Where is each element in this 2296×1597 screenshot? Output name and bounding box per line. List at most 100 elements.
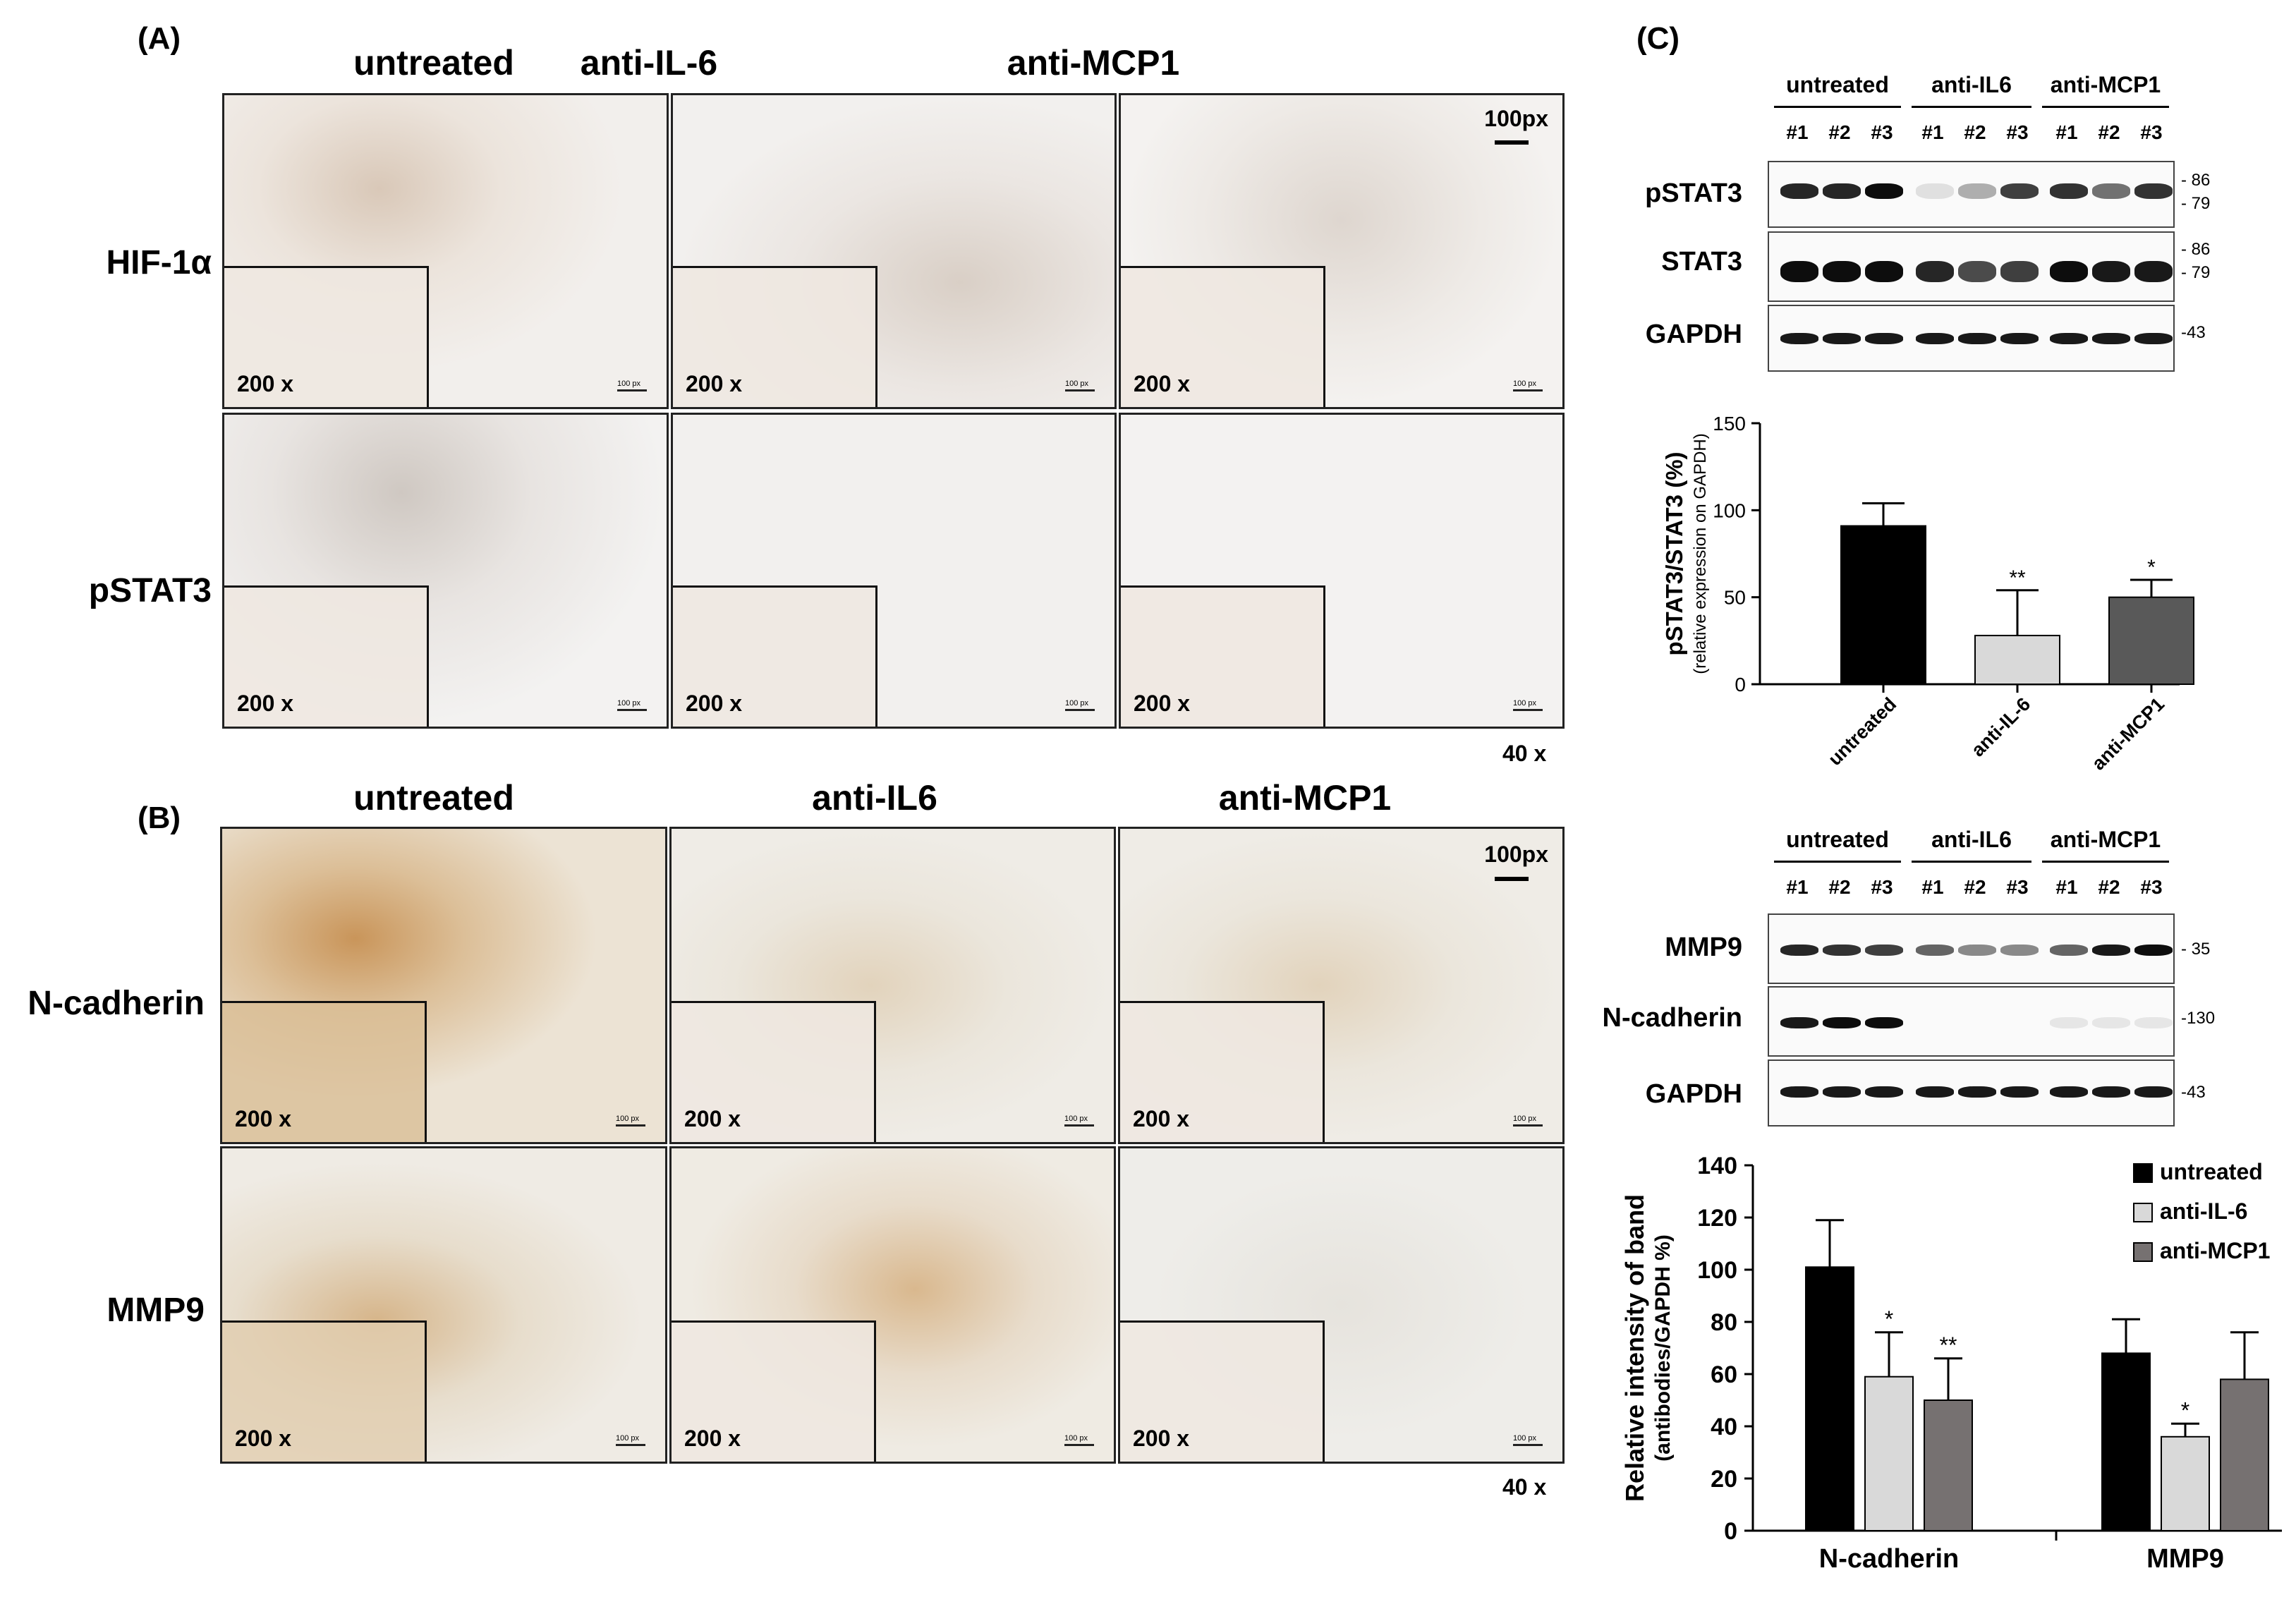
micro-scale: 100 px	[1513, 379, 1543, 391]
bar	[1864, 1376, 1914, 1532]
micro-scale: 100 px	[617, 699, 647, 711]
blot-band	[1916, 183, 1954, 199]
lane-label: #2	[1964, 876, 1986, 898]
panel-a-row-pstat3: pSTAT3	[88, 572, 212, 609]
micrograph-ncadherin-anti-mcp1: 100px 200 x 100 px	[1118, 827, 1565, 1144]
lane-label: #1	[1786, 121, 1809, 143]
micro-scale: 100 px	[616, 1115, 645, 1127]
micrograph-ncadherin-anti-il6: 200 x 100 px	[669, 827, 1116, 1144]
blot-band	[2000, 333, 2039, 344]
panel-a-col-anti-mcp1: anti-MCP1	[1007, 43, 1180, 83]
y-tick-label: 40	[1711, 1414, 1737, 1440]
mw-marker: - 79	[2181, 263, 2211, 282]
lane-label: #1	[1786, 876, 1809, 898]
inset-200x: 200 x	[222, 1320, 427, 1462]
mw-marker: - 86	[2181, 171, 2211, 190]
panel-b-row-mmp9: MMP9	[107, 1292, 205, 1329]
y-axis-subtitle: (antibodies/GAPDH %)	[1651, 1234, 1675, 1462]
scale-bar	[1495, 140, 1529, 145]
blot-pstat3	[1768, 161, 2175, 228]
blot-band	[1780, 261, 1818, 282]
blot-band	[1865, 261, 1903, 282]
significance-label: *	[2181, 1397, 2189, 1423]
bar	[2101, 1352, 2151, 1531]
blot-band	[2050, 1017, 2088, 1028]
bar	[2108, 596, 2194, 685]
blot-band	[1823, 261, 1861, 282]
lane-label: #3	[2140, 121, 2163, 143]
inset-200x: 200 x	[222, 1001, 427, 1142]
blot-band	[1865, 945, 1903, 956]
group-line	[1912, 861, 2031, 863]
panel-b-row-ncadherin: N-cadherin	[28, 985, 205, 1022]
blot1-row-stat3: STAT3	[1661, 247, 1742, 277]
group-line	[1774, 861, 1901, 863]
blot-band	[2050, 261, 2088, 282]
micro-scale: 100 px	[1513, 699, 1543, 711]
blot-band	[1780, 945, 1818, 956]
legend-label: untreated	[2160, 1159, 2263, 1184]
inset-200x: 200 x	[224, 585, 429, 727]
blot1-row-pstat3: pSTAT3	[1645, 178, 1742, 208]
panel-b-col-untreated: untreated	[353, 778, 514, 818]
blot-band	[2050, 183, 2088, 199]
y-tick-label: 120	[1697, 1205, 1737, 1232]
y-tick-label: 50	[1724, 587, 1746, 609]
blot-band	[1916, 945, 1954, 956]
y-axis-title: pSTAT3/STAT3 (%)	[1661, 451, 1687, 655]
blot2-row-gapdh: GAPDH	[1645, 1079, 1742, 1109]
panel-c-label: (C)	[1636, 21, 1680, 56]
x-tick-label: untreated	[1824, 693, 1900, 770]
micro-scale: 100 px	[1064, 1434, 1094, 1446]
inset-200x: 200 x	[224, 266, 429, 407]
y-tick-label: 0	[1724, 1518, 1737, 1545]
y-axis-subtitle: (relative expression on GAPDH)	[1691, 433, 1710, 674]
blot-band	[2050, 945, 2088, 956]
lane-label: #2	[1828, 876, 1851, 898]
micro-scale: 100 px	[1065, 699, 1095, 711]
blot-band	[2092, 333, 2130, 344]
lane-label: #1	[1921, 876, 1944, 898]
legend-label: anti-MCP1	[2160, 1238, 2270, 1263]
blot-band	[1780, 1086, 1818, 1098]
blot-band	[1958, 945, 1996, 956]
lane-label: #2	[1828, 121, 1851, 143]
bar	[1805, 1266, 1854, 1532]
inset-200x: 200 x	[1121, 266, 1325, 407]
lane-label: #3	[1871, 121, 1893, 143]
blot-band	[2050, 1086, 2088, 1098]
blot-ncadherin	[1768, 986, 2175, 1057]
lane-label: #3	[2006, 876, 2029, 898]
blot-mmp9	[1768, 913, 2175, 984]
blot2-group-anti-mcp1: anti-MCP1	[2050, 827, 2161, 852]
panel-b-col-anti-mcp1: anti-MCP1	[1218, 778, 1392, 818]
blot-band	[1916, 261, 1954, 282]
y-tick-label: 60	[1711, 1361, 1737, 1388]
blot1-group-untreated: untreated	[1786, 72, 1889, 97]
inset-200x: 200 x	[672, 1001, 876, 1142]
blot-band	[1780, 183, 1818, 199]
lane-label: #2	[2098, 876, 2120, 898]
micrograph-pstat3-anti-mcp1: 200 x 100 px	[1119, 413, 1565, 729]
lane-label: #1	[1921, 121, 1944, 143]
lane-label: #2	[2098, 121, 2120, 143]
blot-band	[1823, 945, 1861, 956]
blot-band	[1865, 1086, 1903, 1098]
chart-relative-intensity: 020406080100120140***N-cadherin*MMP9untr…	[1620, 1153, 2282, 1574]
significance-label: **	[1940, 1332, 1957, 1358]
bar	[2220, 1378, 2269, 1531]
blot-band	[2134, 945, 2173, 956]
blot-band	[1958, 261, 1996, 282]
lane-label: #1	[2055, 121, 2078, 143]
micrograph-hif1a-anti-mcp1: 100px 200 x 100 px	[1119, 93, 1565, 409]
blot-band	[2134, 1017, 2173, 1028]
chart-pstat3-stat3: 0 50 100 150 untreated ** anti-IL-6 * anti-MCP1 p…	[1661, 413, 2194, 775]
x-tick-label: anti-IL-6	[1967, 693, 2034, 760]
blot2-row-ncadherin: N-cadherin	[1602, 1003, 1742, 1033]
inset-200x: 200 x	[673, 585, 877, 727]
blot-band	[2134, 333, 2173, 344]
blot-band	[1823, 1086, 1861, 1098]
group-line	[2042, 106, 2169, 108]
micrograph-pstat3-anti-il6: 200 x 100 px	[671, 413, 1117, 729]
lane-label: #3	[2140, 876, 2163, 898]
